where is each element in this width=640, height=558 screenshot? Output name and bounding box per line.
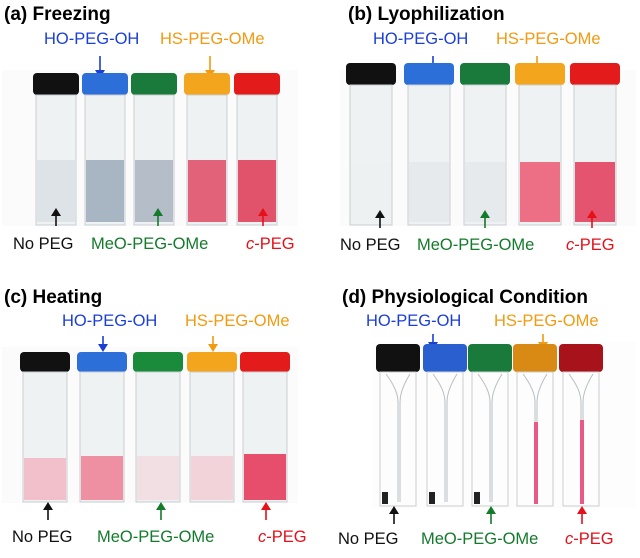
label-no-peg: No PEG <box>13 235 74 253</box>
label-ho-peg-oh: HO-PEG-OH <box>62 312 158 330</box>
vials-freezing <box>2 56 298 226</box>
label-no-peg: No PEG <box>12 528 73 546</box>
vial-photo <box>338 332 638 510</box>
label-c-peg: c-PEG <box>566 236 615 254</box>
label-meo-peg-ome: MeO-PEG-OMe <box>417 236 535 254</box>
label-c-peg: c-PEG <box>258 528 307 546</box>
label-ho-peg-oh: HO-PEG-OH <box>366 312 462 330</box>
label-meo-peg-ome: MeO-PEG-OMe <box>91 235 209 253</box>
label-c-peg: c-PEG <box>565 530 614 548</box>
bottom-arrows <box>389 506 587 524</box>
vials-lyophilization <box>340 56 636 226</box>
panel-title: (d) Physiological Condition <box>342 287 588 308</box>
label-ho-peg-oh: HO-PEG-OH <box>44 30 140 48</box>
label-hs-peg-ome: HS-PEG-OMe <box>496 30 601 48</box>
label-ho-peg-oh: HO-PEG-OH <box>373 30 469 48</box>
label-no-peg: No PEG <box>340 236 401 254</box>
label-hs-peg-ome: HS-PEG-OMe <box>494 312 599 330</box>
capillaries-physiological <box>372 334 636 508</box>
bottom-arrows <box>375 210 597 228</box>
vial-photo <box>0 332 300 507</box>
vial-photo <box>338 50 638 230</box>
label-meo-peg-ome: MeO-PEG-OMe <box>421 530 539 548</box>
panel-title: (a) Freezing <box>4 4 111 25</box>
label-hs-peg-ome: HS-PEG-OMe <box>160 30 265 48</box>
panel-title: (b) Lyophilization <box>348 4 505 25</box>
vials-heating <box>2 336 298 503</box>
label-hs-peg-ome: HS-PEG-OMe <box>185 312 290 330</box>
label-c-peg: c-PEG <box>246 235 295 253</box>
panel-title: (c) Heating <box>4 287 103 308</box>
label-meo-peg-ome: MeO-PEG-OMe <box>97 528 215 546</box>
vial-photo <box>0 50 300 230</box>
bottom-arrows <box>43 502 271 520</box>
label-no-peg: No PEG <box>338 530 399 548</box>
bottom-arrows <box>51 208 268 226</box>
